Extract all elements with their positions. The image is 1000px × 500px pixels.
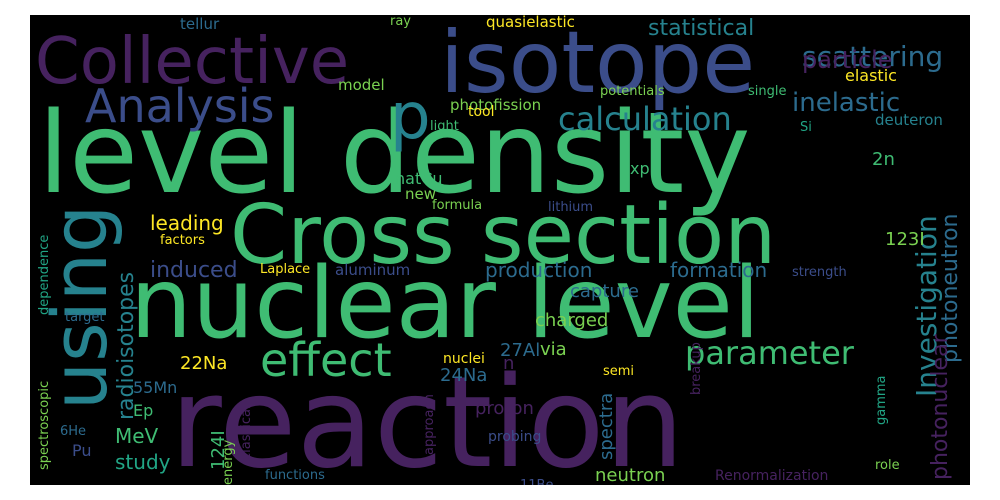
word-renormalization: Renormalization xyxy=(715,468,829,484)
word-isotope: isotope xyxy=(440,15,756,113)
word-lithium: lithium xyxy=(548,200,594,215)
word-factors: factors xyxy=(160,233,205,248)
word-pu: Pu xyxy=(72,441,92,460)
word-55mn: 55Mn xyxy=(133,378,178,397)
word-strength: strength xyxy=(792,265,847,280)
word-quasielastic: quasielastic xyxy=(486,15,575,31)
word-11be: 11Be xyxy=(520,479,553,485)
word-123i: 123I xyxy=(885,229,925,250)
word-gamma: gamma xyxy=(874,375,889,425)
word-tellur: tellur xyxy=(180,15,220,33)
word-reaction: reaction xyxy=(170,349,685,486)
word-2n: 2n xyxy=(872,149,895,170)
word-probing: probing xyxy=(488,429,542,445)
word-dependence: dependence xyxy=(37,234,52,315)
word-mev: MeV xyxy=(115,424,159,448)
word-induced: induced xyxy=(150,258,238,283)
word-role: role xyxy=(875,458,900,473)
word-photonuclear: photonuclear xyxy=(928,334,953,480)
word-target: target xyxy=(65,310,105,325)
word-n: n xyxy=(503,353,515,374)
word-6he: 6He xyxy=(60,424,87,439)
word-particle: particle xyxy=(802,46,893,74)
word-classical: classical xyxy=(239,405,254,460)
word-semi: semi xyxy=(603,364,635,379)
word-using: using xyxy=(35,204,124,410)
word-nuclear-level: nuclear level xyxy=(130,247,761,361)
word-potentials: potentials xyxy=(600,84,665,99)
word-energy: energy xyxy=(221,439,236,485)
word-si: Si xyxy=(800,120,812,135)
word-formation: formation xyxy=(670,258,768,282)
word-proton: proton xyxy=(475,398,534,419)
word-cloud: level density reaction nuclear level Cro… xyxy=(30,15,970,485)
word-new: new xyxy=(405,185,437,203)
word-functions: functions xyxy=(265,468,325,483)
word-neutron: neutron xyxy=(595,465,666,485)
word-capture: capture xyxy=(570,281,639,302)
word-scattering: scattering xyxy=(802,40,944,73)
word-22na: 22Na xyxy=(180,353,228,374)
word-photofission: photofission xyxy=(450,96,542,114)
word-breakup: breakup xyxy=(689,342,704,395)
word-natcu: natCu xyxy=(395,169,443,188)
word-ep: Ep xyxy=(133,401,154,420)
word-parameter: parameter xyxy=(685,334,854,372)
word-collective: Collective xyxy=(35,25,350,99)
word-nuclei: nuclei xyxy=(443,351,485,367)
word-light: light xyxy=(430,119,459,134)
word-spectra: spectra xyxy=(596,392,617,460)
word-ray: ray xyxy=(390,15,412,29)
word-analysis: Analysis xyxy=(85,79,275,133)
word-24na: 24Na xyxy=(440,365,488,386)
word-leading: leading xyxy=(150,211,224,235)
word-model: model xyxy=(338,76,385,94)
word-study: study xyxy=(115,450,171,474)
word-level-density: level density xyxy=(38,89,751,219)
word-charged: charged xyxy=(535,310,609,331)
word-radioisotopes: radioisotopes xyxy=(114,271,139,420)
word-deuteron: deuteron xyxy=(875,111,943,129)
word-calculation: calculation xyxy=(558,100,732,138)
word-approach: approach xyxy=(422,394,437,455)
word-elastic: elastic xyxy=(845,66,897,85)
word-single: single xyxy=(748,84,787,99)
word-laplace: Laplace xyxy=(260,262,311,277)
word-inelastic: inelastic xyxy=(792,88,901,118)
word-statistical: statistical xyxy=(648,16,755,41)
word-aluminum: aluminum xyxy=(335,261,411,279)
word-27al: 27Al xyxy=(500,340,541,361)
word-formula: formula xyxy=(432,198,483,213)
word-tool: tool xyxy=(468,104,495,120)
word-spectroscopic: spectroscopic xyxy=(37,380,52,470)
word-effect: effect xyxy=(260,333,392,387)
word-cross-section: Cross section xyxy=(230,188,777,283)
word-production: production xyxy=(485,258,593,282)
word-via: via xyxy=(540,339,567,360)
word-p: p xyxy=(390,80,431,154)
word-xp: xp xyxy=(630,159,650,178)
